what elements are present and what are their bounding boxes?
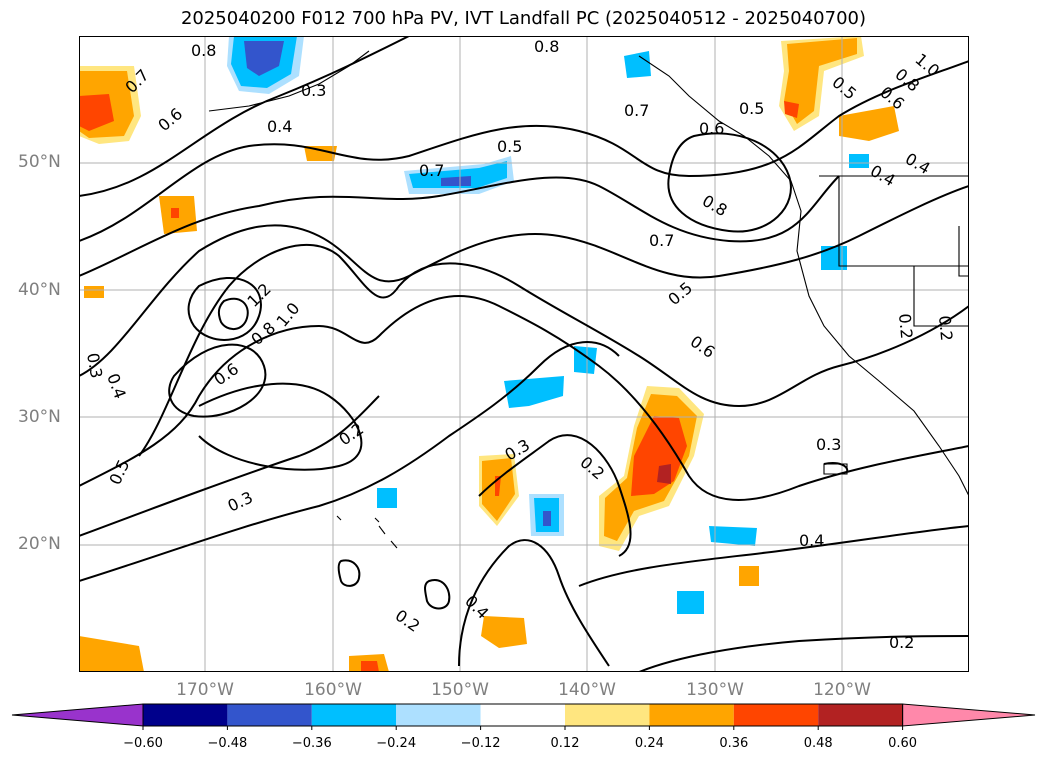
negative-shading bbox=[677, 591, 704, 614]
positive-shading bbox=[79, 636, 144, 672]
negative-shading bbox=[377, 488, 397, 508]
contour-label: 0.7 bbox=[624, 101, 649, 120]
colorbar-extend-high bbox=[902, 703, 1036, 727]
negative-shading bbox=[821, 246, 847, 270]
contour-label: 0.3 bbox=[816, 435, 841, 454]
colorbar-cell bbox=[565, 704, 650, 726]
contour-label: 0.5 bbox=[739, 99, 764, 118]
colorbar-cell bbox=[396, 704, 481, 726]
negative-shading bbox=[409, 161, 507, 188]
shading-layer bbox=[79, 36, 899, 672]
colorbar-tick-label: −0.60 bbox=[123, 736, 163, 751]
positive-shading bbox=[361, 661, 379, 672]
contour-label: 0.4 bbox=[267, 117, 292, 136]
contour-label: 0.8 bbox=[534, 37, 559, 56]
colorbar-tick-label: 0.24 bbox=[634, 736, 664, 751]
map-title: 2025040200 F012 700 hPa PV, IVT Landfall… bbox=[180, 8, 867, 29]
positive-shading bbox=[739, 566, 759, 586]
colorbar-cell bbox=[227, 704, 312, 726]
contour-label: 0.3 bbox=[301, 81, 326, 100]
colorbar-tick-label: −0.48 bbox=[207, 736, 248, 751]
colorbar-cell bbox=[733, 704, 819, 726]
positive-shading bbox=[84, 286, 104, 298]
contour-label: 0.5 bbox=[497, 137, 522, 156]
positive-shading bbox=[631, 416, 687, 496]
contour-label: 0.2 bbox=[889, 633, 914, 652]
lon-tick-label: 170°W bbox=[176, 680, 234, 700]
positive-shading bbox=[839, 106, 899, 141]
positive-shading bbox=[79, 94, 114, 131]
colorbar-cell bbox=[649, 704, 734, 726]
contour-label: 0.2 bbox=[895, 313, 916, 340]
lon-tick-label: 120°W bbox=[813, 680, 871, 700]
contour-label: 0.8 bbox=[191, 41, 216, 60]
positive-shading bbox=[657, 464, 671, 484]
colorbar-tick-label: −0.36 bbox=[291, 736, 332, 751]
lat-tick-label: 40°N bbox=[18, 280, 61, 300]
positive-shading bbox=[481, 616, 527, 648]
colorbar-cell bbox=[143, 704, 228, 726]
contour-label: 0.7 bbox=[419, 161, 444, 180]
negative-shading bbox=[441, 176, 471, 186]
negative-shading bbox=[543, 511, 551, 526]
colorbar-tick-label: −0.12 bbox=[460, 736, 501, 751]
negative-shading bbox=[624, 51, 651, 78]
negative-shading bbox=[244, 41, 284, 76]
lat-tick-label: 50°N bbox=[18, 152, 61, 172]
positive-shading bbox=[784, 38, 857, 124]
map-panel: 0.8 0.7 0.6 0.3 0.4 0.8 0.7 0.6 0.5 0.5 … bbox=[79, 36, 969, 672]
contour-label: 0.3 bbox=[83, 351, 106, 379]
pv-contours bbox=[79, 36, 969, 672]
lat-tick-label: 30°N bbox=[18, 407, 61, 427]
contour-label: 0.6 bbox=[699, 119, 724, 138]
contour-label: 0.4 bbox=[799, 531, 824, 550]
lon-tick-label: 160°W bbox=[304, 680, 362, 700]
colorbar-extend-low bbox=[11, 703, 144, 727]
contour-label: 0.7 bbox=[649, 231, 674, 250]
colorbar-cell bbox=[311, 704, 397, 726]
colorbar-cell bbox=[818, 704, 903, 726]
lat-tick-label: 20°N bbox=[18, 534, 61, 554]
colorbar-cell bbox=[480, 704, 565, 726]
coastline bbox=[208, 50, 969, 549]
positive-shading bbox=[784, 101, 799, 118]
positive-shading bbox=[304, 146, 337, 161]
negative-shading bbox=[849, 154, 869, 168]
colorbar-tick-label: 0.60 bbox=[888, 736, 918, 751]
colorbar-tick-label: 0.12 bbox=[550, 736, 580, 751]
lon-tick-label: 140°W bbox=[558, 680, 616, 700]
colorbar-outline bbox=[142, 703, 904, 727]
lon-tick-label: 150°W bbox=[431, 680, 489, 700]
colorbar-tick-label: 0.48 bbox=[803, 736, 833, 751]
colorbar-tick-label: −0.24 bbox=[376, 736, 417, 751]
negative-shading bbox=[709, 526, 757, 546]
contour-label: 0.2 bbox=[935, 315, 956, 342]
colorbar-tick-label: 0.36 bbox=[719, 736, 749, 751]
lon-tick-label: 130°W bbox=[686, 680, 744, 700]
colorbar bbox=[11, 703, 1036, 730]
positive-shading bbox=[171, 208, 179, 218]
